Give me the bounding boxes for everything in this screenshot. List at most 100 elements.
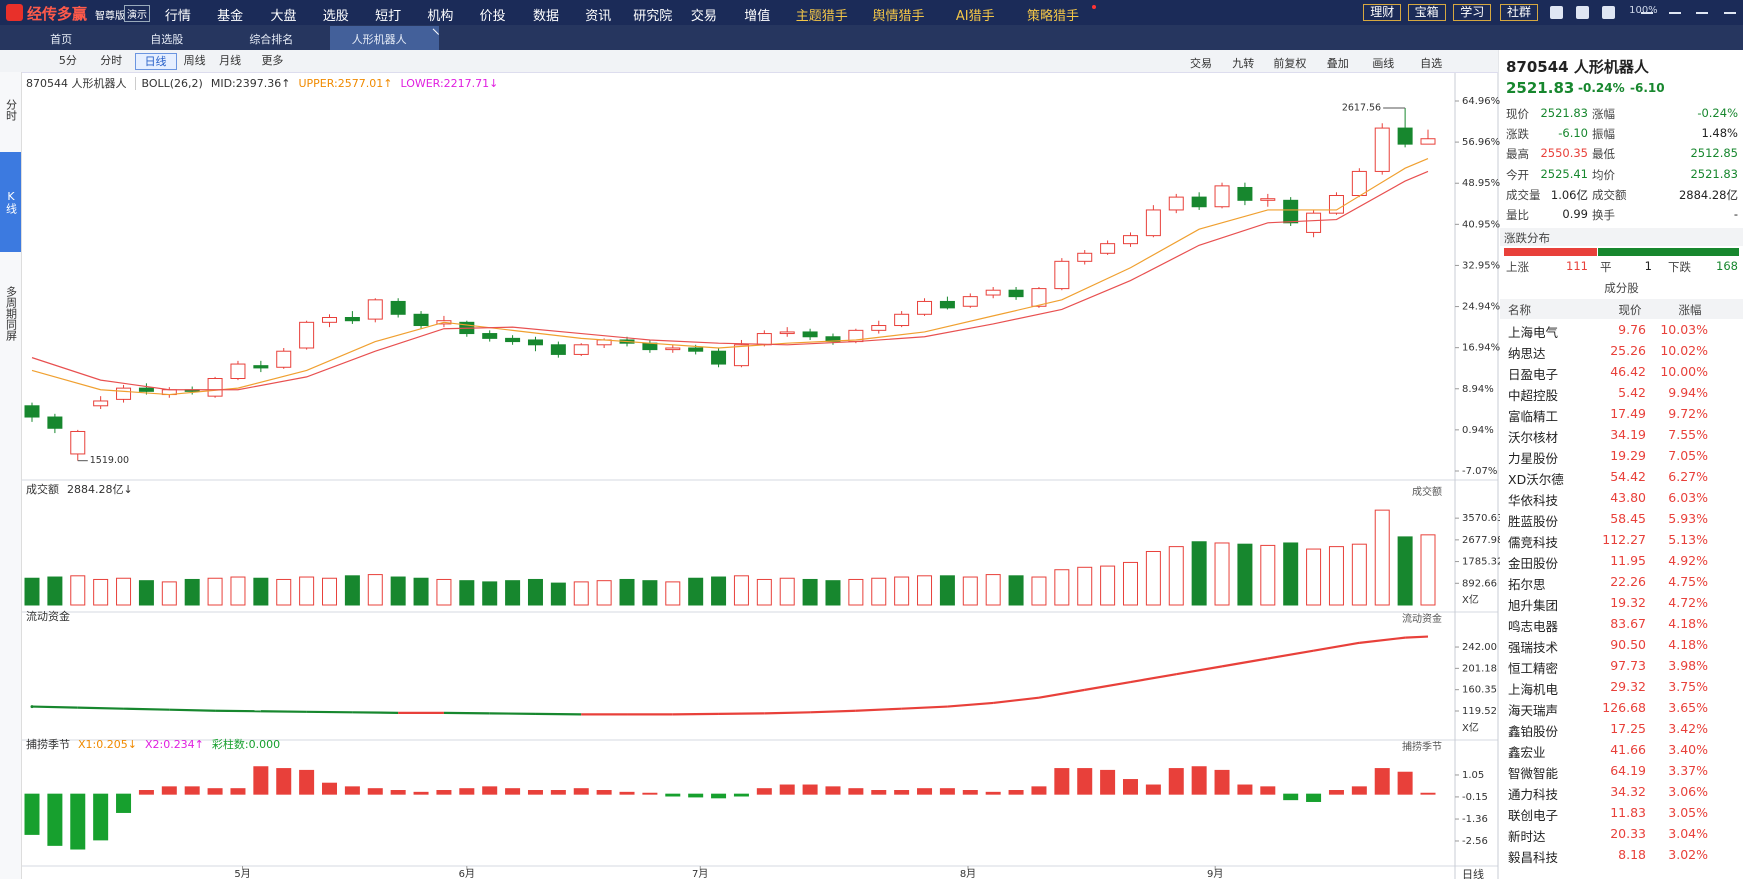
cons-name[interactable]: 新时达: [1508, 829, 1546, 844]
period-button[interactable]: 5分: [58, 54, 77, 67]
cons-name[interactable]: 上海电气: [1508, 325, 1559, 340]
flow-segment: [855, 707, 902, 712]
cons-name[interactable]: 毅昌科技: [1508, 850, 1559, 865]
candle-body: [665, 347, 681, 351]
period-button[interactable]: 日线: [134, 53, 177, 70]
bar: [47, 793, 63, 846]
tab[interactable]: 人形机器人: [351, 33, 407, 46]
cons-name[interactable]: 拓尔思: [1508, 577, 1546, 592]
menu-button[interactable]: 社群: [1499, 4, 1538, 21]
menu-item[interactable]: 基金: [217, 9, 244, 24]
tool-button[interactable]: 交易: [1189, 57, 1212, 70]
menu-item[interactable]: 选股: [322, 9, 349, 24]
cons-name[interactable]: 纳思达: [1508, 346, 1546, 361]
tool-button[interactable]: 前复权: [1273, 57, 1307, 70]
bar: [1374, 509, 1390, 606]
tool-button[interactable]: 画线: [1372, 57, 1395, 70]
menu-item[interactable]: 机构: [427, 9, 454, 24]
y-tick-label: -7.07%: [1462, 466, 1497, 477]
cons-name[interactable]: 强瑞技术: [1508, 640, 1559, 655]
side-tab[interactable]: 多周期同屏: [4, 285, 18, 341]
menu-item[interactable]: 短打: [375, 9, 402, 24]
cons-pct: 6.27%: [1668, 469, 1708, 484]
window-control[interactable]: [1640, 12, 1653, 14]
y-tick-label: 2677.98: [1462, 535, 1503, 546]
window-control[interactable]: [1668, 12, 1681, 14]
bar: [184, 578, 200, 606]
cons-name[interactable]: 上海机电: [1508, 682, 1559, 697]
tool-button[interactable]: 自选: [1420, 57, 1443, 70]
bar: [93, 578, 109, 606]
candle-body: [1031, 288, 1047, 307]
cons-pct: 7.55%: [1668, 427, 1708, 442]
tab[interactable]: 综合排名: [249, 33, 294, 46]
menu-item[interactable]: 数据: [532, 9, 559, 24]
window-control[interactable]: [1724, 12, 1737, 14]
cons-pct: 7.05%: [1668, 448, 1708, 463]
toolbar-icon[interactable]: [1576, 6, 1590, 19]
cons-name[interactable]: 儒竞科技: [1508, 535, 1559, 550]
cons-name[interactable]: 日盈电子: [1508, 367, 1559, 382]
candle-body: [1328, 195, 1344, 214]
cons-price: 22.26: [1610, 574, 1646, 589]
side-tab[interactable]: 分时: [4, 99, 18, 121]
cons-price: 34.32: [1610, 784, 1646, 799]
cons-name[interactable]: 联创电子: [1508, 808, 1559, 823]
cons-pct: 10.00%: [1660, 364, 1708, 379]
cons-name[interactable]: 沃尔核材: [1508, 430, 1559, 445]
flow-segment: [1221, 657, 1268, 668]
menu-button[interactable]: 理财: [1363, 4, 1402, 21]
menu-item[interactable]: 交易: [690, 9, 717, 24]
dist-bar: [1597, 248, 1598, 256]
indicator: BOLL(26,2): [134, 76, 203, 90]
bar: [1260, 786, 1276, 795]
candle-body: [1260, 198, 1276, 201]
cons-name[interactable]: 智微智能: [1508, 766, 1559, 781]
y-tick-label: 32.95%: [1462, 260, 1500, 271]
cons-name[interactable]: 中超控股: [1508, 388, 1559, 403]
legend-item: UPPER:2577.01↑: [298, 76, 393, 90]
cons-name[interactable]: 海天瑞声: [1508, 703, 1559, 718]
cons-name[interactable]: 胜蓝股份: [1508, 514, 1559, 529]
toolbar-icon[interactable]: [1549, 6, 1563, 19]
menu-item[interactable]: 研究院: [633, 9, 673, 24]
cons-name[interactable]: 旭升集团: [1508, 598, 1559, 613]
menu-item[interactable]: AI猎手: [955, 9, 995, 24]
toolbar-icon[interactable]: [1602, 6, 1616, 19]
menu-item[interactable]: 价投: [479, 9, 506, 24]
menu-item[interactable]: 资讯: [585, 9, 612, 24]
tool-button[interactable]: 九转: [1232, 57, 1255, 70]
window-control[interactable]: [1696, 12, 1709, 14]
quote-value: -6.10: [1558, 126, 1588, 141]
cons-name[interactable]: 金田股份: [1508, 556, 1559, 571]
period-button[interactable]: 更多: [261, 54, 284, 67]
menu-item[interactable]: 舆情猎手: [872, 9, 925, 24]
cons-name[interactable]: 华依科技: [1508, 493, 1559, 508]
side-tab[interactable]: K线: [0, 152, 21, 252]
cons-name[interactable]: XD沃尔德: [1508, 472, 1564, 487]
bar: [550, 790, 566, 795]
tab[interactable]: 首页: [50, 33, 73, 46]
period-button[interactable]: 分时: [100, 54, 123, 67]
menu-item[interactable]: 策略猎手: [1027, 9, 1080, 24]
cons-name[interactable]: 鑫宏业: [1508, 745, 1546, 760]
bar: [367, 574, 383, 606]
menu-item[interactable]: 行情: [164, 9, 191, 24]
menu-button[interactable]: 宝箱: [1407, 4, 1446, 21]
cons-name[interactable]: 富临精工: [1508, 409, 1559, 424]
candle-body: [1351, 170, 1367, 197]
cons-name[interactable]: 通力科技: [1508, 787, 1559, 802]
cons-name[interactable]: 力星股份: [1508, 451, 1559, 466]
tab[interactable]: 自选股: [150, 33, 184, 46]
period-button[interactable]: 月线: [219, 54, 242, 67]
cons-name[interactable]: 鸣志电器: [1508, 619, 1559, 634]
cons-pct: 9.94%: [1668, 385, 1708, 400]
menu-item[interactable]: 主题猎手: [795, 9, 848, 24]
period-button[interactable]: 周线: [183, 54, 206, 67]
menu-item[interactable]: 大盘: [270, 9, 297, 24]
tool-button[interactable]: 叠加: [1326, 57, 1349, 70]
menu-item[interactable]: 增值: [744, 9, 771, 24]
cons-name[interactable]: 恒工精密: [1508, 661, 1559, 676]
menu-button[interactable]: 学习: [1453, 4, 1492, 21]
cons-name[interactable]: 鑫铂股份: [1508, 724, 1559, 739]
